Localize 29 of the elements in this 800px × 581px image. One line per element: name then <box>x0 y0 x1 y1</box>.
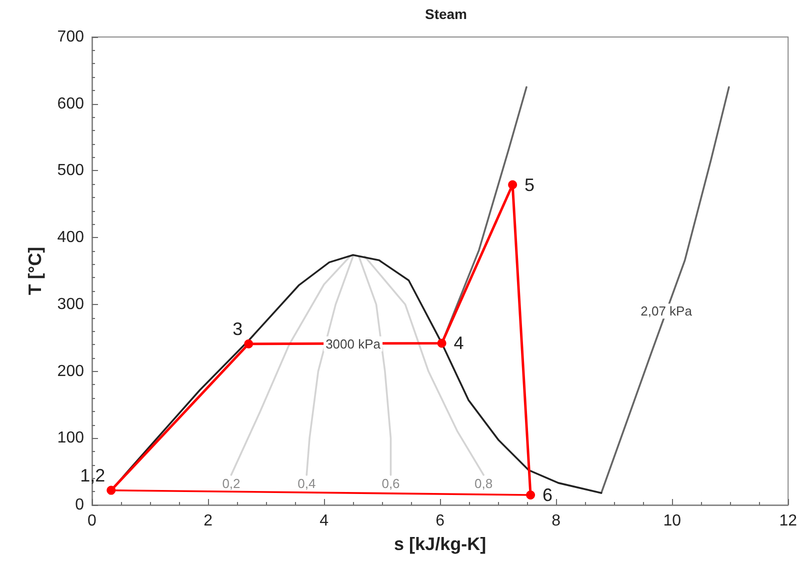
annotation: 0,6 <box>382 476 400 491</box>
annotation: 5 <box>524 174 535 195</box>
annotation: 0,2 <box>222 476 240 491</box>
y-tick-label: 400 <box>57 229 84 246</box>
annotation: 2,07 kPa <box>640 304 693 319</box>
chart-title: Steam <box>424 6 468 22</box>
y-tick-label: 300 <box>57 296 84 313</box>
x-tick-label: 0 <box>88 512 97 530</box>
x-tick-label: 2 <box>204 512 213 530</box>
y-tick-label: 600 <box>57 95 84 112</box>
annotation: 3000 kPa <box>326 336 382 352</box>
y-tick-label: 100 <box>57 430 84 447</box>
annotation: 3 <box>232 318 243 339</box>
y-tick-label: 200 <box>57 362 84 380</box>
y-tick-label: 0 <box>75 496 84 514</box>
annotation: 0,8 <box>474 476 493 491</box>
y-tick-label: 700 <box>57 28 84 46</box>
annotation: 4 <box>454 333 464 354</box>
x-axis-title: s [kJ/kg-K] <box>394 534 486 554</box>
x-tick-label: 12 <box>779 512 798 530</box>
x-tick-label: 8 <box>552 512 561 530</box>
annotation: 1,2 <box>80 465 106 486</box>
annotation: 0,4 <box>298 476 316 491</box>
x-tick-label: 6 <box>436 512 445 530</box>
y-axis-title: T [°C] <box>25 246 45 296</box>
x-tick-label: 10 <box>663 512 682 530</box>
annotation: 6 <box>542 484 553 505</box>
x-tick-label: 4 <box>320 512 329 530</box>
y-tick-label: 500 <box>57 162 84 180</box>
